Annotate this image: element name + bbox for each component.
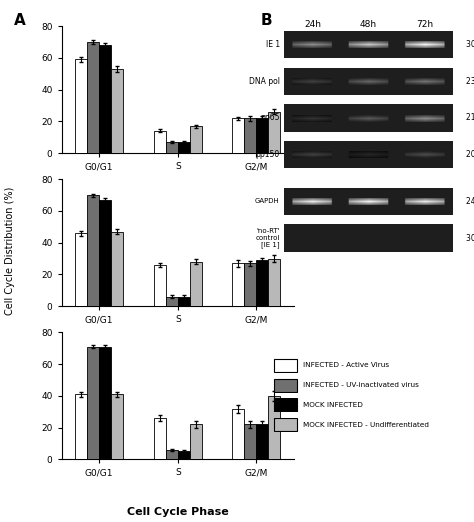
Bar xyxy=(178,452,190,459)
Text: 72h: 72h xyxy=(416,20,433,29)
Text: INFECTED - Active Virus: INFECTED - Active Virus xyxy=(303,362,390,369)
Text: 237 bp: 237 bp xyxy=(466,77,474,86)
Bar xyxy=(99,45,111,153)
Bar xyxy=(268,258,281,306)
Bar xyxy=(245,118,256,153)
Bar xyxy=(166,296,178,306)
Text: Cell Cycle Phase: Cell Cycle Phase xyxy=(127,507,228,517)
Bar xyxy=(75,233,87,306)
Bar xyxy=(245,264,256,306)
Text: 242 bp: 242 bp xyxy=(466,197,474,206)
Bar xyxy=(166,450,178,459)
Text: A: A xyxy=(14,13,26,28)
Bar xyxy=(166,142,178,153)
Bar xyxy=(190,126,202,153)
Text: B: B xyxy=(261,13,273,28)
Text: MOCK INFECTED - Undifferentiated: MOCK INFECTED - Undifferentiated xyxy=(303,422,429,428)
Bar xyxy=(232,409,245,459)
Bar xyxy=(232,118,245,153)
Text: Cell Cycle Distribution (%): Cell Cycle Distribution (%) xyxy=(5,186,15,315)
Text: 303 bp: 303 bp xyxy=(466,40,474,50)
Text: 48h: 48h xyxy=(360,20,377,29)
Text: 303 bp: 303 bp xyxy=(466,233,474,243)
Bar xyxy=(178,296,190,306)
Bar xyxy=(154,418,166,459)
Text: INFECTED - UV-inactivated virus: INFECTED - UV-inactivated virus xyxy=(303,382,419,388)
Bar xyxy=(111,69,123,153)
Text: 24h: 24h xyxy=(304,20,321,29)
Bar xyxy=(75,60,87,153)
Bar xyxy=(111,232,123,306)
Text: pp150: pp150 xyxy=(255,150,280,159)
Bar xyxy=(154,131,166,153)
Bar xyxy=(268,396,281,459)
Text: 213 bp: 213 bp xyxy=(466,113,474,123)
Bar xyxy=(75,394,87,459)
Bar xyxy=(245,424,256,459)
Text: 206 bp: 206 bp xyxy=(466,150,474,159)
Bar xyxy=(190,262,202,306)
Bar xyxy=(190,424,202,459)
Text: IE 1: IE 1 xyxy=(265,40,280,50)
Text: GAPDH: GAPDH xyxy=(255,198,280,205)
Bar xyxy=(87,347,99,459)
Text: MOCK INFECTED: MOCK INFECTED xyxy=(303,402,363,408)
Bar xyxy=(111,394,123,459)
Bar xyxy=(256,118,268,153)
Bar xyxy=(87,195,99,306)
Bar xyxy=(87,42,99,153)
Bar xyxy=(256,260,268,306)
Text: DNA pol: DNA pol xyxy=(249,77,280,86)
Bar xyxy=(154,265,166,306)
Text: pp65: pp65 xyxy=(260,113,280,123)
Bar xyxy=(99,347,111,459)
Bar xyxy=(256,424,268,459)
Bar xyxy=(268,112,281,153)
Bar xyxy=(232,264,245,306)
Bar xyxy=(99,200,111,306)
Bar xyxy=(178,142,190,153)
Text: 'no-RT'
control
[IE 1]: 'no-RT' control [IE 1] xyxy=(255,228,280,248)
